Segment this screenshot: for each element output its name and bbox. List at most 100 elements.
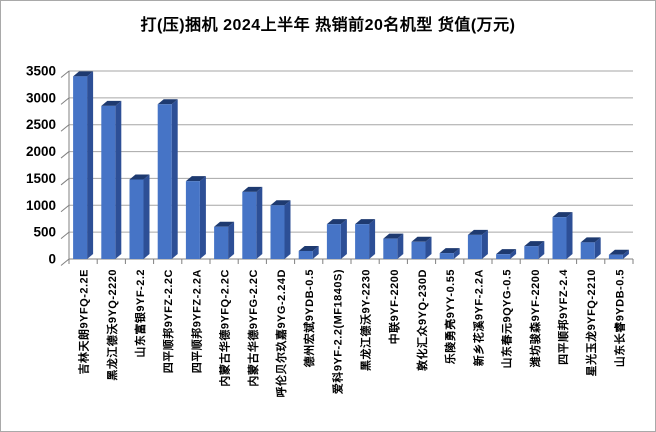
bar [157, 99, 178, 259]
x-axis-label: 四平顺邦9YFZ-2.2C [161, 269, 175, 373]
bar-side-face [510, 249, 517, 259]
bar-front-face [355, 224, 370, 259]
x-axis-label: 吉林天朗9YFQ-2.2E [77, 269, 91, 375]
bar-side-face [312, 245, 319, 259]
bar-top-face [355, 219, 376, 225]
x-axis-label: 敦化汇众9YQ-230D [415, 269, 429, 371]
bar-front-face [580, 242, 595, 259]
bar [383, 233, 404, 259]
bar-front-face [101, 105, 116, 260]
bar [496, 249, 517, 259]
x-axis-label: 乐陵勇亮9YY-0.55 [443, 269, 457, 364]
bar-side-face [284, 200, 291, 259]
y-axis-label: 2500 [26, 117, 56, 132]
bar-front-face [157, 104, 172, 259]
bar-front-face [73, 76, 88, 259]
x-axis-label: 黑龙江德沃9Y-2230 [359, 269, 373, 371]
x-axis-label: 四平顺邦9YFZ-2.2A [189, 269, 203, 373]
y-axis-label: 500 [33, 225, 56, 240]
bar [242, 186, 263, 259]
bar-front-face [552, 217, 567, 259]
y-axis-label: 0 [48, 252, 56, 267]
bar-front-face [214, 226, 229, 259]
x-axis-label: 黑龙江德沃9YQ-2220 [105, 269, 119, 381]
bar-front-face [185, 181, 200, 259]
bar-side-face [622, 249, 629, 259]
bar-front-face [524, 246, 539, 259]
bar-top-face [383, 233, 404, 239]
bar-side-face [425, 236, 432, 259]
bar [214, 221, 235, 259]
bar-top-face [552, 212, 573, 218]
y-axis-tick [60, 231, 70, 240]
y-axis-tick [60, 124, 70, 132]
bar-top-face [467, 229, 488, 235]
bar-front-face [270, 205, 285, 259]
bar-side-face [481, 229, 488, 259]
bar-top-face [580, 237, 601, 243]
bar-front-face [496, 254, 511, 259]
bar-side-face [87, 71, 94, 259]
x-axis-label: 山东长睿9YDB-0.5 [612, 269, 626, 367]
bar-top-face [270, 200, 291, 206]
bar [411, 236, 432, 259]
bar-front-face [439, 253, 454, 259]
y-axis-label: 3500 [26, 64, 56, 79]
x-axis-label: 山东春元9QYG-0.5 [500, 269, 514, 369]
bar [439, 248, 460, 259]
x-axis-label: 星光玉龙9YFQ-2210 [584, 269, 598, 376]
bar-top-face [326, 219, 347, 225]
bar-top-face [101, 100, 122, 106]
bar [524, 241, 545, 259]
x-axis-label: 新乡花溪9YF-2.2A [471, 269, 485, 366]
y-axis-tick [60, 70, 70, 78]
x-axis-label: 山东富银9YF-2.2 [133, 269, 147, 358]
bar-top-face [214, 221, 235, 227]
y-axis-tick [60, 204, 70, 213]
bar-top-face [157, 99, 178, 105]
bar [552, 212, 573, 259]
x-axis-label: 中联9YF-2200 [387, 269, 401, 344]
bar-top-face [411, 236, 432, 242]
bar-front-face [383, 238, 398, 259]
bar-side-face [256, 186, 263, 259]
bar-top-face [496, 249, 517, 255]
y-axis-tick [60, 151, 70, 159]
bar [608, 249, 629, 259]
bar-side-face [171, 99, 178, 259]
bar-side-face [594, 237, 601, 259]
y-axis-tick [60, 97, 70, 105]
bar [298, 245, 319, 259]
y-axis-label: 2000 [26, 144, 56, 159]
bar-front-face [298, 250, 313, 259]
bar-front-face [129, 179, 144, 259]
bar-side-face [340, 219, 347, 259]
x-axis-label: 爱科9YF-2.2(MF1840S) [330, 269, 344, 394]
bar-top-face [608, 249, 629, 255]
bar-front-face [326, 224, 341, 259]
y-axis-label: 1000 [26, 198, 56, 213]
bar-side-face [397, 233, 404, 259]
chart-title: 打(压)捆机 2024上半年 热销前20名机型 货值(万元) [140, 17, 516, 34]
bar-front-face [467, 234, 482, 259]
x-axis-label: 内蒙古华德9YFG-2.2C [246, 269, 260, 387]
bar-side-face [369, 219, 376, 259]
x-axis-label: 四平顺邦9YFZ-2.4 [556, 269, 570, 365]
bar-front-face [608, 254, 623, 259]
bar [467, 229, 488, 259]
x-axis-label: 内蒙古华德9YFQ-2.2C [218, 269, 232, 387]
bar-front-face [242, 191, 257, 259]
bar [355, 219, 376, 259]
bar [101, 100, 122, 260]
bar-top-face [439, 248, 460, 254]
x-axis-label: 潍坊骏森9YF-2200 [528, 269, 542, 367]
bar [270, 200, 291, 259]
y-axis-label: 3000 [26, 90, 56, 105]
bar-top-face [129, 174, 150, 180]
bar-side-face [115, 100, 122, 260]
bar [185, 176, 206, 259]
bar-side-face [199, 176, 206, 259]
bar-side-face [538, 241, 545, 259]
